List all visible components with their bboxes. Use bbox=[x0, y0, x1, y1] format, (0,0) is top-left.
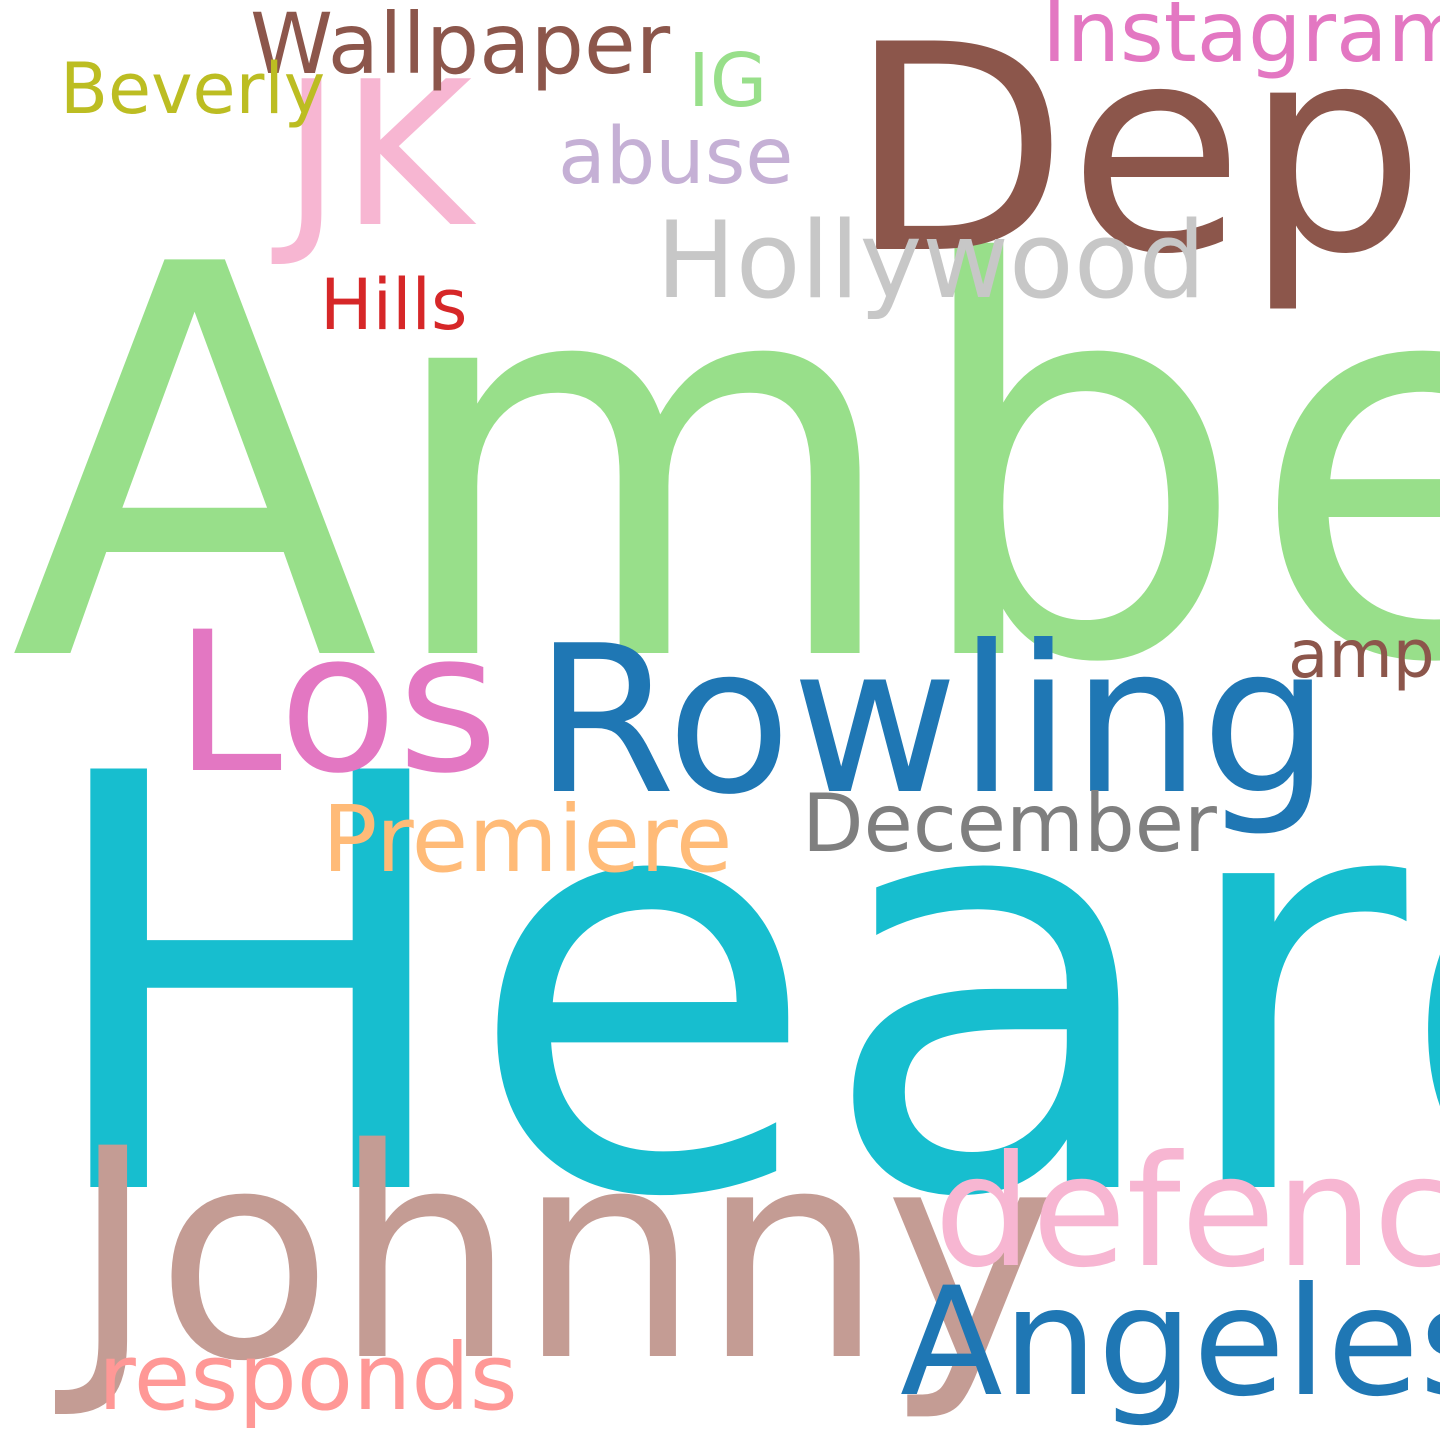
word-heard: Heard bbox=[34, 655, 1440, 1323]
word-wallpaper: Wallpaper bbox=[250, 0, 671, 93]
word-abuse: abuse bbox=[558, 112, 794, 202]
word-december: December bbox=[802, 777, 1217, 870]
word-ig: IG bbox=[688, 38, 768, 124]
word-hollywood: Hollywood bbox=[656, 199, 1206, 322]
word-amp: amp bbox=[1288, 616, 1435, 693]
word-amber: Amber bbox=[10, 153, 1440, 781]
word-angeles: Angeles bbox=[900, 1256, 1440, 1430]
word-responds: responds bbox=[98, 1324, 518, 1431]
word-beverly: Beverly bbox=[60, 48, 326, 130]
word-jk: JK bbox=[282, 39, 473, 272]
word-hills: Hills bbox=[320, 264, 468, 346]
word-los: Los bbox=[174, 590, 499, 816]
word-rowling: Rowling bbox=[534, 603, 1331, 840]
word-johnny: Johnny bbox=[70, 1088, 1056, 1425]
word-defence: defence bbox=[934, 1123, 1440, 1302]
word-instagram: Instagram bbox=[1042, 0, 1440, 81]
word-premiere: Premiere bbox=[322, 786, 733, 893]
word-depp: Depp bbox=[848, 0, 1440, 317]
